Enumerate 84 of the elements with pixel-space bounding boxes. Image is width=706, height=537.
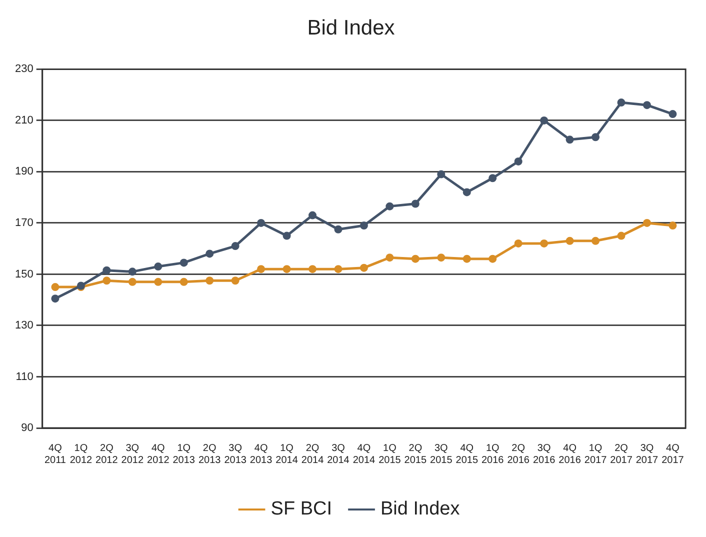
point bbox=[566, 236, 574, 245]
y-tick-label: 230 bbox=[14, 63, 34, 76]
point bbox=[308, 211, 317, 220]
point bbox=[180, 278, 188, 286]
x-tick-label: 3Q 2014 bbox=[327, 442, 350, 466]
point bbox=[514, 239, 522, 248]
point bbox=[642, 101, 651, 110]
x-tick-label: 4Q 2012 bbox=[147, 442, 170, 466]
point bbox=[206, 276, 214, 285]
point bbox=[282, 265, 291, 274]
x-tick-label: 2Q 2013 bbox=[198, 442, 222, 466]
point bbox=[540, 239, 548, 248]
x-tick-label: 4Q 2015 bbox=[456, 442, 478, 466]
point bbox=[488, 174, 497, 182]
point bbox=[154, 278, 162, 286]
point bbox=[308, 265, 317, 274]
point bbox=[231, 276, 240, 285]
x-tick-label: 1Q 2012 bbox=[70, 442, 93, 466]
point bbox=[642, 218, 651, 227]
point bbox=[360, 264, 368, 272]
x-tick-label: 1Q 2014 bbox=[276, 442, 298, 466]
point bbox=[102, 276, 111, 285]
y-tick-label: 210 bbox=[14, 114, 34, 126]
x-tick-label: 2Q 2012 bbox=[96, 442, 118, 466]
point bbox=[282, 232, 291, 240]
point bbox=[128, 278, 136, 286]
point bbox=[206, 250, 214, 258]
point bbox=[592, 236, 600, 245]
point bbox=[51, 294, 60, 303]
x-tick-label: 3Q 2017 bbox=[636, 442, 659, 466]
point bbox=[668, 110, 677, 118]
point bbox=[360, 222, 368, 230]
y-tick-label: 170 bbox=[14, 217, 34, 230]
point bbox=[386, 202, 394, 210]
x-tick-label: 2Q 2015 bbox=[404, 442, 427, 466]
point bbox=[154, 262, 162, 271]
point bbox=[540, 116, 548, 124]
legend-label: SF BCI bbox=[270, 498, 332, 520]
point bbox=[257, 218, 266, 227]
x-tick-label: 1Q 2015 bbox=[378, 442, 402, 466]
x-tick-label: 4Q 2014 bbox=[352, 442, 376, 466]
y-tick-label: 110 bbox=[16, 370, 34, 383]
point bbox=[617, 98, 626, 107]
point bbox=[128, 268, 136, 276]
x-tick-label: 3Q 2012 bbox=[121, 442, 144, 466]
y-tick-label: 150 bbox=[14, 268, 34, 280]
point bbox=[231, 242, 240, 250]
x-tick-label: 4Q 2017 bbox=[662, 442, 684, 466]
x-tick-label: 4Q 2016 bbox=[558, 442, 582, 466]
x-tick-label: 2Q 2017 bbox=[610, 442, 633, 466]
point bbox=[411, 254, 420, 263]
x-tick-label: 3Q 2015 bbox=[430, 442, 453, 466]
point bbox=[592, 133, 600, 142]
point bbox=[180, 258, 188, 267]
point bbox=[437, 170, 446, 178]
point bbox=[514, 157, 522, 166]
point bbox=[334, 265, 342, 274]
point bbox=[462, 254, 471, 263]
x-tick-label: 1Q 2013 bbox=[172, 442, 196, 466]
x-tick-label: 1Q 2017 bbox=[584, 442, 608, 466]
x-tick-label: 3Q 2016 bbox=[532, 442, 556, 466]
point bbox=[334, 225, 342, 234]
chart-title: Bid Index bbox=[307, 16, 396, 40]
x-tick-label: 3Q 2013 bbox=[224, 442, 247, 466]
x-tick-label: 4Q 2011 bbox=[44, 442, 66, 466]
point bbox=[488, 254, 497, 263]
point bbox=[386, 254, 394, 262]
legend-label: Bid Index bbox=[380, 498, 460, 520]
y-tick-label: 190 bbox=[14, 166, 34, 178]
point bbox=[411, 200, 420, 208]
x-tick-label: 4Q 2013 bbox=[250, 442, 273, 466]
point bbox=[102, 266, 111, 274]
point bbox=[257, 265, 266, 274]
point bbox=[566, 136, 574, 144]
x-tick-label: 2Q 2014 bbox=[301, 442, 324, 466]
y-tick-label: 90 bbox=[21, 422, 34, 434]
x-tick-label: 1Q 2016 bbox=[481, 442, 504, 466]
y-tick-label: 130 bbox=[14, 320, 34, 332]
point bbox=[437, 254, 446, 262]
point bbox=[668, 222, 677, 230]
x-tick-label: 2Q 2016 bbox=[507, 442, 530, 466]
point bbox=[51, 283, 60, 292]
point bbox=[617, 232, 626, 240]
point bbox=[462, 188, 471, 196]
